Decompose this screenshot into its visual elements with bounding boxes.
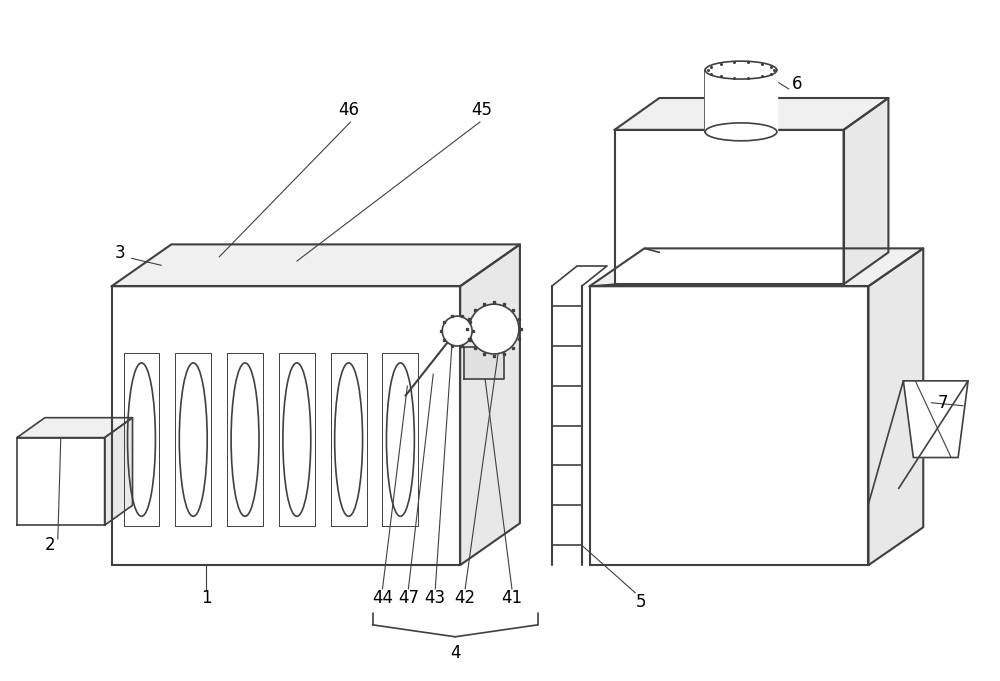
Text: 1: 1	[201, 589, 212, 607]
Text: 2: 2	[45, 536, 55, 554]
Text: 6: 6	[792, 75, 802, 93]
Polygon shape	[590, 286, 868, 565]
Text: 5: 5	[636, 593, 647, 611]
Polygon shape	[615, 98, 888, 130]
Text: 45: 45	[472, 101, 493, 119]
Polygon shape	[460, 244, 520, 565]
Polygon shape	[279, 353, 315, 526]
Ellipse shape	[442, 316, 472, 346]
Ellipse shape	[469, 304, 519, 354]
Polygon shape	[227, 353, 263, 526]
Text: 46: 46	[338, 101, 359, 119]
Polygon shape	[464, 347, 504, 379]
Polygon shape	[868, 249, 923, 565]
Polygon shape	[331, 353, 367, 526]
Text: 3: 3	[114, 244, 125, 262]
Polygon shape	[17, 417, 133, 438]
Text: 7: 7	[938, 394, 948, 412]
Text: 41: 41	[501, 589, 523, 607]
Text: 42: 42	[455, 589, 476, 607]
Polygon shape	[175, 353, 211, 526]
Ellipse shape	[705, 61, 777, 79]
Polygon shape	[112, 286, 460, 565]
Polygon shape	[112, 244, 520, 286]
Text: 47: 47	[398, 589, 419, 607]
Text: 4: 4	[450, 644, 460, 662]
Text: 43: 43	[425, 589, 446, 607]
Polygon shape	[903, 381, 968, 458]
Polygon shape	[124, 353, 159, 526]
Polygon shape	[590, 249, 923, 286]
Polygon shape	[705, 70, 777, 132]
Polygon shape	[105, 417, 133, 525]
Polygon shape	[17, 438, 105, 525]
Polygon shape	[382, 353, 418, 526]
Polygon shape	[844, 98, 888, 284]
Text: 44: 44	[372, 589, 393, 607]
Ellipse shape	[705, 123, 777, 141]
Polygon shape	[615, 130, 844, 284]
